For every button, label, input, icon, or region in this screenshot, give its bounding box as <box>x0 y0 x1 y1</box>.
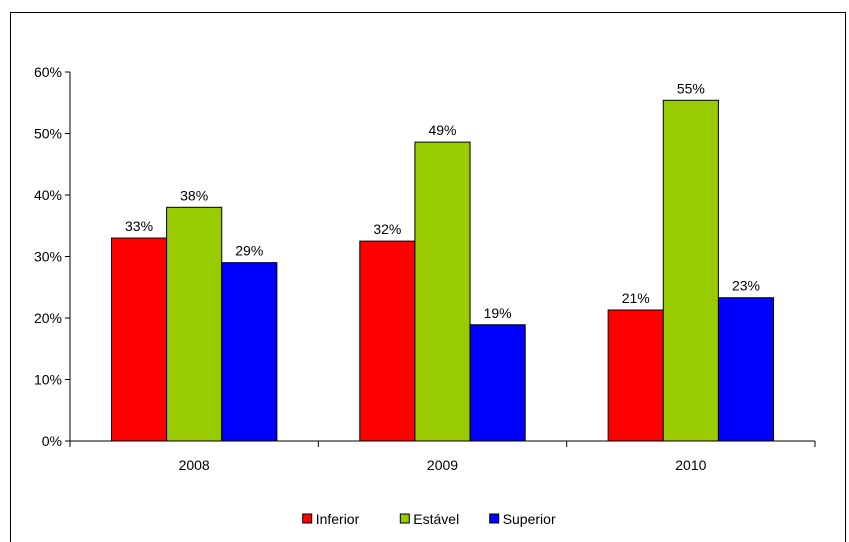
bar-inferior <box>607 309 664 442</box>
y-tick-label: 10% <box>34 372 62 388</box>
bar-superior <box>221 262 278 442</box>
data-label: 21% <box>622 290 650 306</box>
data-label: 23% <box>732 278 760 294</box>
legend-swatch <box>302 513 313 524</box>
bar-estável <box>166 206 223 442</box>
x-tick-label: 2008 <box>179 457 210 473</box>
x-axis: 2008 2009 2010 <box>69 440 816 473</box>
y-tick-label: 20% <box>34 310 62 326</box>
y-tick-label: 40% <box>34 187 62 203</box>
legend: Inferior Estável Superior <box>302 511 556 527</box>
data-labels: 33% 38% 29% 32% 49% 19% 21% 55% 23% <box>125 80 760 320</box>
data-label: 29% <box>235 243 263 259</box>
y-axis: 0% 10% 20% 30% 40% 50% 60% <box>34 64 71 449</box>
legend-label: Inferior <box>316 511 360 527</box>
bar-estável <box>662 99 719 442</box>
data-label: 33% <box>125 218 153 234</box>
data-label: 38% <box>180 187 208 203</box>
bar-superior <box>717 297 775 442</box>
y-tick-label: 50% <box>34 126 62 142</box>
legend-label: Estável <box>413 511 459 527</box>
data-label: 32% <box>373 221 401 237</box>
x-tick-label: 2009 <box>427 457 458 473</box>
bar-inferior <box>359 240 416 442</box>
data-label: 49% <box>428 122 456 138</box>
bar-estável <box>414 141 471 442</box>
y-tick-label: 0% <box>42 433 62 449</box>
data-label: 19% <box>484 305 512 321</box>
y-tick-label: 30% <box>34 249 62 265</box>
legend-swatch <box>489 513 500 524</box>
bar-inferior <box>110 237 168 442</box>
bar-superior <box>469 324 526 442</box>
legend-swatch <box>399 513 410 524</box>
y-tick-label: 60% <box>34 64 62 80</box>
x-tick-label: 2010 <box>675 457 706 473</box>
bars <box>110 99 775 442</box>
legend-label: Superior <box>503 511 556 527</box>
data-label: 55% <box>677 80 705 96</box>
